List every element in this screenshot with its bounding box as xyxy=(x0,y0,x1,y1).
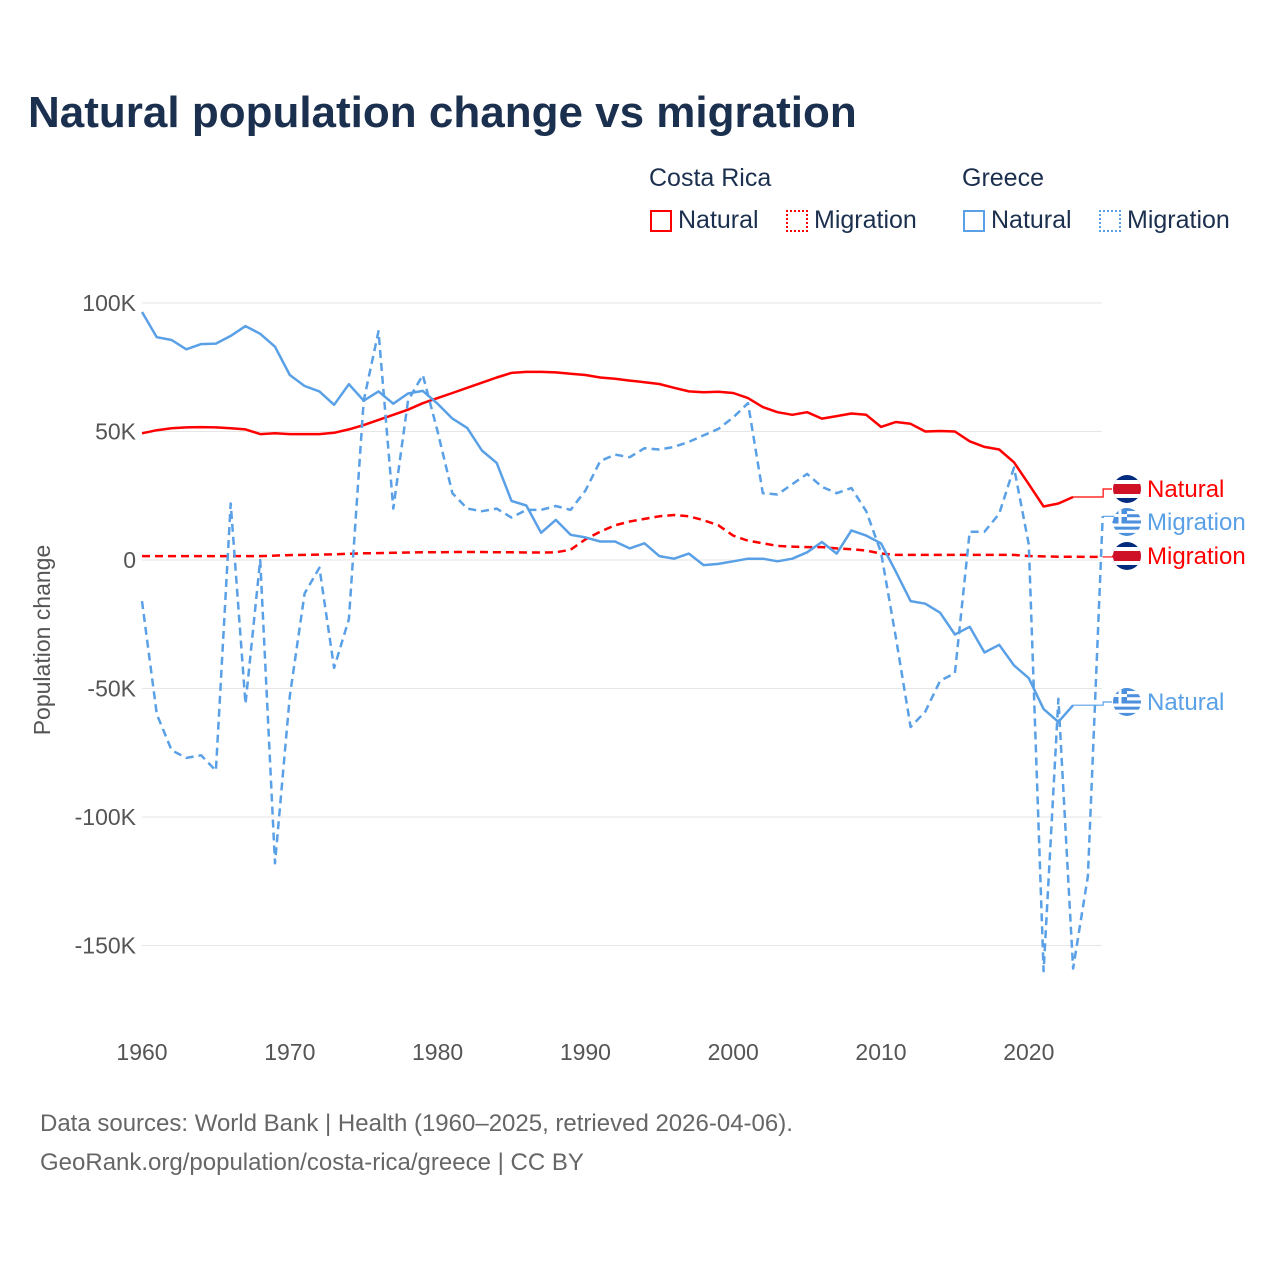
y-tick-label: 50K xyxy=(95,419,137,445)
legend-item-cr-migration[interactable]: Migration xyxy=(786,206,917,235)
flag-stripe xyxy=(1113,706,1141,710)
legend-group-costa-rica: Costa Rica xyxy=(649,164,772,192)
y-tick-label: 0 xyxy=(123,547,136,573)
y-tick-label: -150K xyxy=(75,933,137,959)
flag-stripe xyxy=(1113,712,1141,716)
costa-rica-flag-icon xyxy=(1113,475,1141,503)
legend-item-gr-migration[interactable]: Migration xyxy=(1099,206,1230,235)
flag-body xyxy=(1113,542,1141,570)
x-tick-label: 1970 xyxy=(264,1039,315,1065)
label-connector xyxy=(1073,488,1112,498)
series-line-greece-natural xyxy=(140,311,1075,724)
series-end-label: Migration xyxy=(1147,543,1246,570)
flag-body xyxy=(1113,688,1141,716)
flag-stripe xyxy=(1113,523,1141,527)
series-end-label: Natural xyxy=(1147,689,1224,716)
costa-rica-flag-icon xyxy=(1113,542,1141,570)
x-tick-label: 2020 xyxy=(1003,1039,1054,1065)
y-tick-label: 100K xyxy=(82,290,136,316)
label-connector xyxy=(1073,701,1112,706)
greece-flag-icon xyxy=(1113,688,1141,716)
legend-label: Natural xyxy=(991,206,1072,234)
legend-label: Migration xyxy=(814,206,917,234)
flag-stripe xyxy=(1113,703,1141,707)
legend-item-gr-natural[interactable]: Natural xyxy=(963,206,1072,235)
chart-title: Natural population change vs migration xyxy=(28,88,857,137)
legend-label: Migration xyxy=(1127,206,1230,234)
legend-item-cr-natural[interactable]: Natural xyxy=(650,206,759,235)
y-axis-label: Population change xyxy=(29,545,55,736)
flag-cross xyxy=(1118,508,1122,524)
legend-swatch xyxy=(1099,209,1121,232)
flag-stripe xyxy=(1113,709,1141,713)
y-tick-label: -100K xyxy=(75,804,137,830)
series-end-label: Migration xyxy=(1147,509,1246,536)
series-line-costa-rica-migration xyxy=(142,513,1103,559)
greece-flag-icon xyxy=(1113,508,1141,536)
flag-cross xyxy=(1118,688,1122,704)
flag-stripe xyxy=(1113,551,1141,561)
footer-link[interactable]: GeoRank.org/population/costa-rica/greece… xyxy=(40,1149,584,1176)
legend-swatch xyxy=(963,209,985,232)
flag-stripe xyxy=(1113,526,1141,530)
x-tick-label: 1990 xyxy=(560,1039,611,1065)
flag-body xyxy=(1113,475,1141,503)
legend-group-greece: Greece xyxy=(962,164,1044,192)
x-tick-label: 1960 xyxy=(116,1039,167,1065)
flag-stripe xyxy=(1113,532,1141,536)
x-tick-label: 2000 xyxy=(708,1039,759,1065)
series-line-costa-rica-natural xyxy=(141,370,1074,508)
legend-label: Natural xyxy=(678,206,759,234)
flag-stripe xyxy=(1113,529,1141,533)
y-tick-label: -50K xyxy=(87,676,136,702)
flag-body xyxy=(1113,508,1141,536)
flag-stripe xyxy=(1113,484,1141,494)
x-tick-label: 1980 xyxy=(412,1039,463,1065)
footer-sources: Data sources: World Bank | Health (1960–… xyxy=(40,1110,793,1137)
legend-swatch xyxy=(650,209,672,232)
series-end-label: Natural xyxy=(1147,476,1224,503)
legend-swatch xyxy=(786,209,808,232)
x-tick-label: 2010 xyxy=(855,1039,906,1065)
series-line-greece-migration xyxy=(140,330,1104,973)
